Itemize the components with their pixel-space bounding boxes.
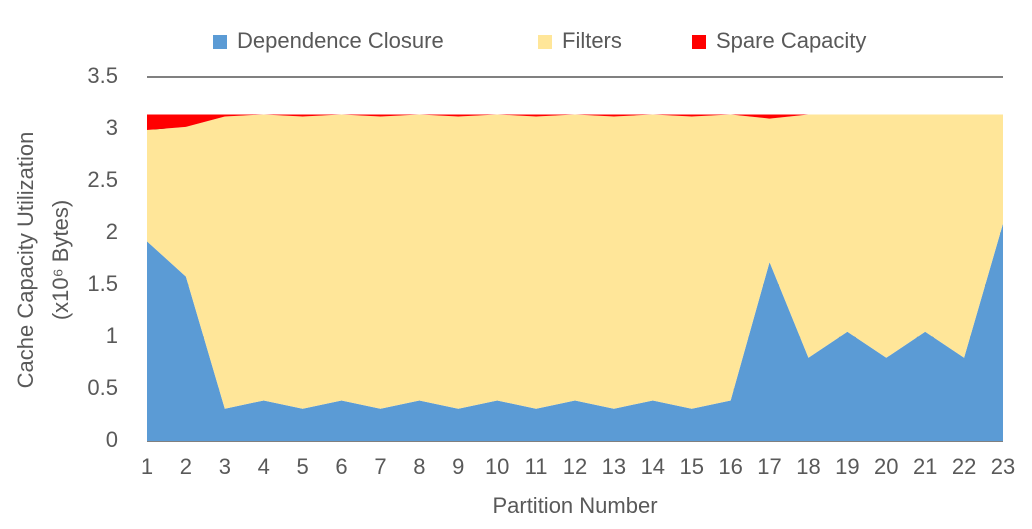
legend-swatch [692, 35, 706, 49]
y-tick-label: 2.5 [87, 167, 118, 192]
x-tick-label: 16 [718, 454, 742, 479]
legend-label: Dependence Closure [237, 28, 444, 53]
x-tick-label: 2 [180, 454, 192, 479]
x-tick-label: 7 [374, 454, 386, 479]
x-tick-label: 8 [413, 454, 425, 479]
y-tick-label: 1.5 [87, 271, 118, 296]
x-tick-label: 14 [641, 454, 665, 479]
x-tick-label: 10 [485, 454, 509, 479]
y-tick-label: 0.5 [87, 375, 118, 400]
x-axis-title: Partition Number [492, 493, 657, 518]
y-tick-label: 1 [106, 323, 118, 348]
x-tick-label: 5 [297, 454, 309, 479]
x-tick-label: 18 [796, 454, 820, 479]
y-tick-label: 2 [106, 219, 118, 244]
y-axis-title: (x10⁶ Bytes) [48, 200, 73, 320]
x-tick-label: 22 [952, 454, 976, 479]
area [147, 114, 1003, 131]
x-tick-label: 6 [335, 454, 347, 479]
x-tick-label: 3 [219, 454, 231, 479]
y-tick-label: 3 [106, 115, 118, 140]
y-axis-title: Cache Capacity Utilization [13, 132, 38, 389]
x-tick-label: 21 [913, 454, 937, 479]
x-tick-label: 12 [563, 454, 587, 479]
x-tick-label: 20 [874, 454, 898, 479]
x-tick-label: 9 [452, 454, 464, 479]
x-tick-label: 11 [525, 454, 548, 479]
area [147, 114, 1003, 409]
x-tick-label: 1 [141, 454, 153, 479]
x-tick-label: 23 [991, 454, 1015, 479]
legend-swatch [213, 35, 227, 49]
x-tick-label: 13 [602, 454, 626, 479]
area [147, 223, 1003, 441]
legend-label: Filters [562, 28, 622, 53]
legend-swatch [538, 35, 552, 49]
x-tick-label: 15 [679, 454, 703, 479]
x-tick-label: 17 [757, 454, 781, 479]
x-tick-label: 19 [835, 454, 859, 479]
x-tick-label: 4 [258, 454, 270, 479]
y-tick-label: 0 [106, 427, 118, 452]
legend-label: Spare Capacity [716, 28, 866, 53]
y-tick-label: 3.5 [87, 63, 118, 88]
